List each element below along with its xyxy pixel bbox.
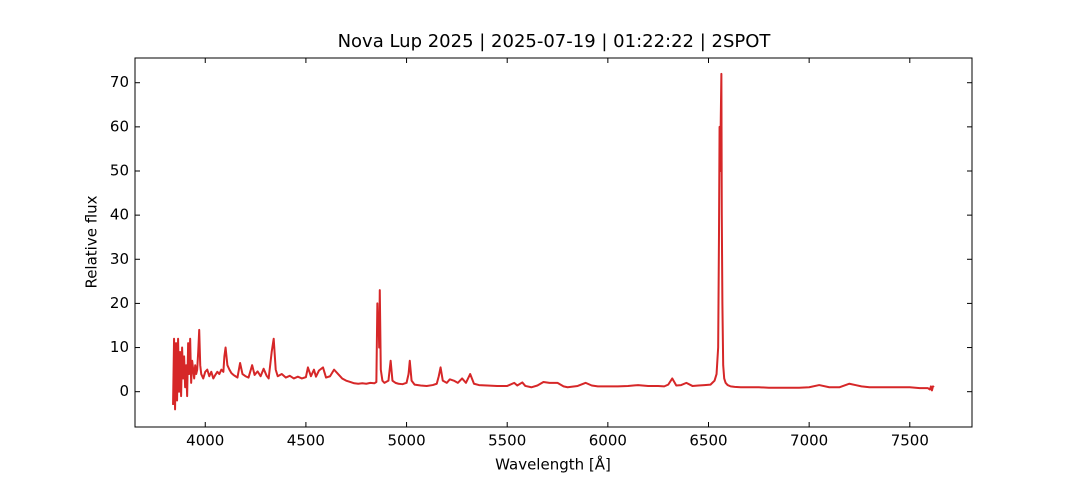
x-tick-label: 7500: [891, 432, 929, 450]
y-tick-label: 50: [110, 161, 129, 179]
y-tick-label: 40: [110, 206, 129, 224]
x-tick-label: 4000: [186, 432, 224, 450]
y-tick-label: 10: [110, 338, 129, 356]
spectrum-line: [172, 72, 935, 411]
y-tick-label: 0: [119, 382, 129, 400]
y-tick-label: 20: [110, 294, 129, 312]
x-tick-label: 5500: [488, 432, 526, 450]
x-tick-label: 5000: [387, 432, 425, 450]
x-tick-label: 4500: [287, 432, 325, 450]
x-tick-label: 6500: [689, 432, 727, 450]
x-tick-label: 6000: [589, 432, 627, 450]
y-tick-label: 30: [110, 250, 129, 268]
chart-title: Nova Lup 2025 | 2025-07-19 | 01:22:22 | …: [338, 31, 772, 52]
plot-frame: [134, 57, 973, 428]
y-tick-label: 60: [110, 117, 129, 135]
x-axis-label: Wavelength [Å]: [495, 455, 611, 474]
y-axis-label: Relative flux: [83, 195, 101, 288]
x-tick-label: 7000: [790, 432, 828, 450]
y-tick-label: 70: [110, 73, 129, 91]
